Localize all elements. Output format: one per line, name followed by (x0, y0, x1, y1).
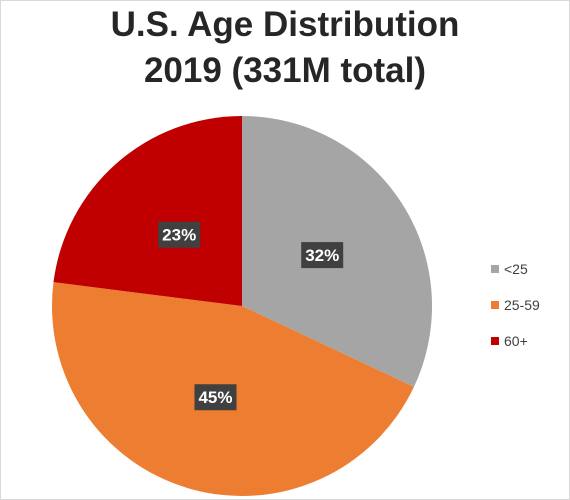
data-label-box-under-25 (301, 242, 344, 269)
legend-label-25-59: 25-59 (504, 296, 540, 313)
data-label-under-25: 32% (305, 246, 339, 265)
legend-swatch-60-plus (491, 336, 499, 345)
legend-label-under-25: <25 (504, 260, 528, 277)
legend-swatch-25-59 (491, 300, 499, 309)
legend-item-60-plus: 60+ (491, 331, 540, 350)
legend-swatch-under-25 (491, 264, 499, 273)
data-label-60-plus: 23% (162, 226, 196, 245)
data-label-box-60-plus (158, 221, 201, 248)
chart-title: U.S. Age Distribution 2019 (331M total) (0, 2, 570, 94)
legend-item-under-25: <25 (491, 259, 540, 278)
legend: <25 25-59 60+ (491, 259, 540, 367)
legend-item-25-59: 25-59 (491, 295, 540, 314)
chart-title-line-1: U.S. Age Distribution (110, 5, 460, 44)
pie-slice-60-plus (53, 116, 243, 306)
data-label-25-59: 45% (198, 388, 232, 407)
legend-label-60-plus: 60+ (504, 332, 528, 349)
data-label-box-25-59 (194, 384, 237, 411)
chart-title-line-2: 2019 (331M total) (143, 51, 427, 90)
